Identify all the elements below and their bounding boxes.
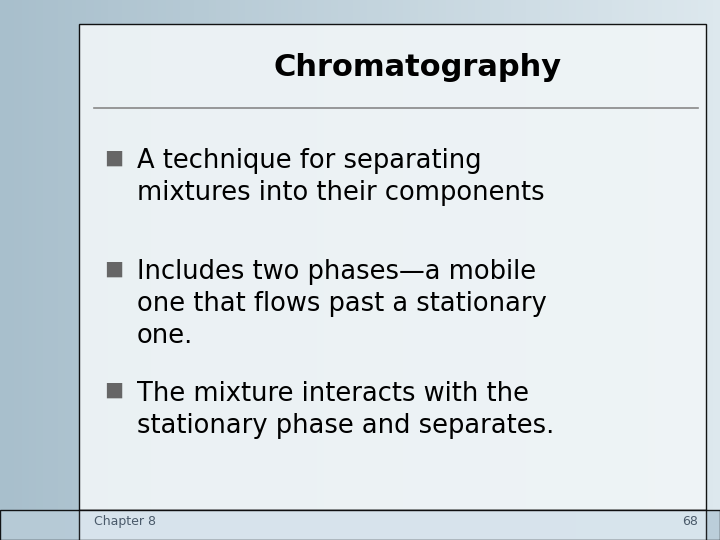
Text: The mixture interacts with the
stationary phase and separates.: The mixture interacts with the stationar… (137, 381, 554, 438)
FancyBboxPatch shape (79, 24, 706, 510)
FancyBboxPatch shape (0, 510, 720, 540)
Text: A technique for separating
mixtures into their components: A technique for separating mixtures into… (137, 148, 544, 206)
Text: Chromatography: Chromatography (274, 53, 562, 82)
Text: 68: 68 (683, 515, 698, 528)
Text: Chapter 8: Chapter 8 (94, 515, 156, 528)
Text: ■: ■ (104, 148, 123, 167)
FancyBboxPatch shape (79, 510, 706, 540)
Text: ■: ■ (104, 259, 123, 278)
Text: Includes two phases—a mobile
one that flows past a stationary
one.: Includes two phases—a mobile one that fl… (137, 259, 546, 349)
Text: ■: ■ (104, 381, 123, 400)
